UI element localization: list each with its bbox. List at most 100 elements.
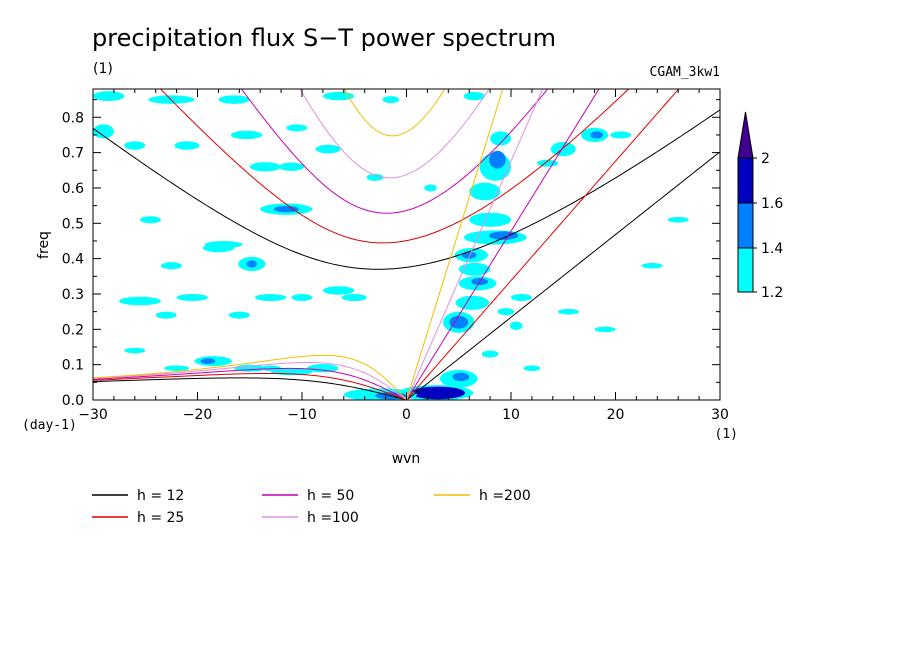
x-tick-label: −10	[287, 407, 317, 423]
y-tick-label: 0.4	[62, 252, 84, 268]
x-tick-label: 0	[402, 407, 411, 423]
contour-blob	[160, 262, 182, 270]
dispersion-curve-kelvin-h200	[406, 89, 504, 400]
contour-blob	[489, 231, 519, 240]
y-tick-label: 0.1	[62, 358, 84, 374]
x-tick-label: −20	[183, 407, 213, 423]
legend-label: h = 12	[137, 488, 184, 504]
colorbar-swatch	[737, 202, 754, 249]
contour-blob	[550, 142, 576, 157]
colorbar-label: 2	[761, 151, 770, 167]
colorbar-label: 1.2	[761, 285, 783, 301]
contour-blob	[200, 358, 216, 364]
contour-blob	[124, 141, 146, 150]
contour-blob	[254, 293, 287, 302]
dispersion-curve-ig-h25	[159, 89, 630, 244]
dispersion-curve-ig-h200	[343, 89, 446, 137]
contour-blob	[511, 293, 532, 302]
dispersion-curve-er-h100	[93, 361, 407, 400]
contour-blob	[382, 96, 400, 104]
contour-blob	[93, 124, 114, 139]
colorbar-triangle	[737, 111, 754, 159]
contour-blob	[286, 124, 308, 132]
contour-blob	[469, 182, 501, 201]
contour-blob	[469, 212, 511, 227]
colorbar: 1.2 1.4 1.6 2	[737, 111, 783, 301]
run-label: CGAM_3kw1	[650, 65, 720, 80]
contour-blob	[481, 350, 499, 358]
contour-blob	[322, 91, 355, 101]
x-tick-label: −30	[78, 407, 108, 423]
contour-blob	[490, 131, 511, 146]
dispersion-curve-kelvin-h50	[406, 89, 600, 400]
contour-blob	[307, 363, 339, 373]
contour-blob	[249, 162, 282, 172]
contour-blob	[279, 162, 305, 171]
contour-blob	[204, 240, 243, 249]
dispersion-curve-er-h25	[93, 372, 407, 400]
legend-label: h =100	[307, 510, 359, 526]
colorbar-label: 1.6	[761, 196, 783, 212]
dispersion-curves-group	[93, 89, 720, 400]
contour-blob	[124, 347, 146, 354]
x-tick-label: 20	[607, 407, 625, 423]
contour-blob	[449, 315, 469, 329]
contour-blob	[119, 296, 161, 306]
dispersion-curve-ig-h100	[299, 89, 490, 179]
legend-label: h = 50	[307, 488, 354, 504]
contour-blob	[228, 311, 250, 319]
x-axis-label: wvn	[392, 451, 421, 467]
contour-blob	[140, 216, 161, 224]
contour-blob	[558, 308, 579, 315]
contour-blob	[176, 293, 208, 302]
y-axis-label: freq	[36, 231, 52, 259]
contour-blob	[509, 321, 523, 331]
dispersion-curve-er-h200	[93, 354, 407, 400]
legend-label: h = 25	[137, 510, 184, 526]
y-unit-label: (day-1)	[22, 418, 77, 433]
contour-blob	[489, 150, 506, 169]
contour-blob	[463, 91, 485, 101]
colorbar-swatch	[737, 247, 754, 293]
legend-label: h =200	[479, 488, 531, 504]
contour-blob	[410, 386, 466, 400]
contour-blob	[424, 184, 437, 192]
contour-blob	[458, 262, 491, 276]
y-tick-label: 0.8	[62, 110, 84, 126]
contour-blob	[174, 141, 200, 150]
contour-blob	[341, 293, 367, 302]
legend: h = 12 h = 25 h = 50 h =100 h =200	[92, 488, 531, 526]
colorbar-label: 1.4	[761, 241, 783, 257]
chart-title: precipitation flux S−T power spectrum	[92, 24, 556, 52]
contour-blob	[218, 95, 250, 104]
contour-blob	[455, 295, 490, 310]
contour-blob	[246, 260, 258, 268]
dispersion-curve-ig-h12	[93, 109, 720, 270]
y-tick-label: 0.7	[62, 146, 84, 162]
contour-blob	[667, 216, 689, 223]
y-tick-label: 0.3	[62, 287, 84, 303]
y-tick-label: 0.5	[62, 216, 84, 232]
y-tick-label: 0.2	[62, 322, 84, 338]
contour-blob	[93, 91, 125, 102]
dispersion-curve-kelvin-h12	[406, 151, 720, 400]
contour-blob	[610, 131, 632, 139]
contour-blob	[366, 173, 384, 181]
contour-blob	[452, 372, 470, 382]
contour-blob	[291, 293, 313, 302]
axis-ticks-group: −30 −20 −10 0 10 20 30 0.0 0.1 0.2 0.3 0.4 0.5 0.6 0.7…	[62, 89, 729, 423]
dispersion-curve-er-h12	[93, 377, 407, 400]
contour-blob	[164, 365, 190, 372]
x-unit-label: (1)	[715, 427, 738, 442]
contour-blob	[260, 365, 282, 372]
dispersion-curve-kelvin-h100	[406, 89, 544, 400]
dispersion-curve-kelvin-h25	[406, 89, 680, 400]
contour-blob	[230, 130, 263, 140]
y-tick-label: 0.0	[62, 393, 84, 409]
contour-blob	[590, 131, 603, 139]
chart-subtitle: (1)	[93, 61, 113, 77]
x-tick-label: 10	[502, 407, 520, 423]
contour-blob	[594, 326, 616, 333]
contour-blob	[523, 365, 541, 372]
